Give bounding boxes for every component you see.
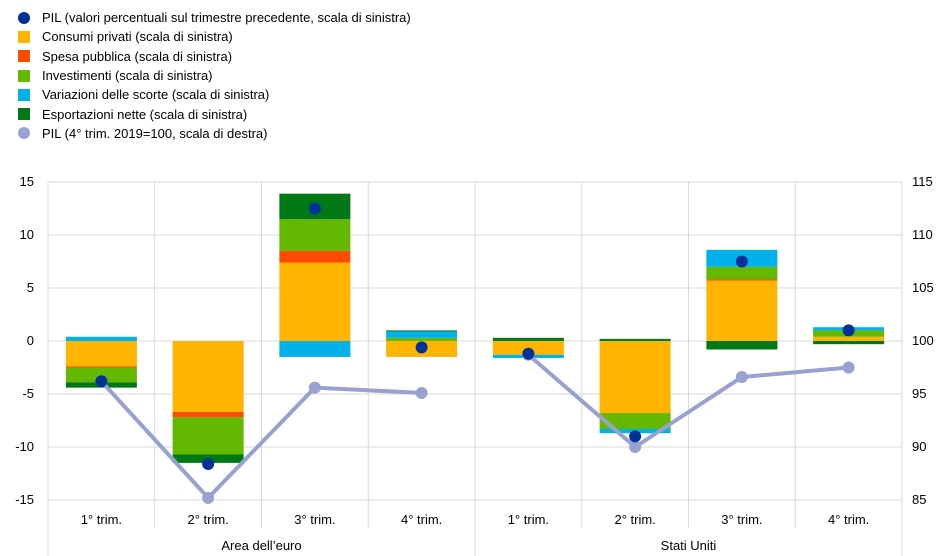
legend-label-inventories: Variazioni delle scorte (scala di sinist… [42, 87, 270, 103]
x-tick-label: 4° trim. [401, 512, 442, 527]
legend-label-gdp-qoq: PIL (valori percentuali sul trimestre pr… [42, 10, 411, 26]
x-tick-label: 1° trim. [508, 512, 549, 527]
legend-swatch-inventories [18, 88, 30, 101]
gdp-index-line [99, 379, 422, 500]
bar-segment [706, 280, 778, 341]
bar-segment [599, 338, 671, 341]
bar-segment [65, 367, 137, 383]
bar-segment [65, 341, 137, 367]
gdp-qoq-point [308, 202, 321, 215]
x-tick-label: 2° trim. [614, 512, 655, 527]
gdp-index-point [842, 361, 855, 374]
gdp-index-point [202, 491, 215, 504]
y-tick-right: 90 [912, 439, 926, 454]
legend-label-private-consumption: Consumi privati (scala di sinistra) [42, 29, 233, 45]
bar-segment [386, 331, 458, 338]
y-tick-left: 5 [27, 280, 34, 295]
legend-marker-gdp-index [18, 127, 30, 140]
y-tick-right: 85 [912, 492, 926, 507]
legend-item-net-exports: Esportazioni nette (scala di sinistra) [18, 104, 411, 123]
legend-item-inventories: Variazioni delle scorte (scala di sinist… [18, 85, 411, 104]
gdp-qoq-point [735, 255, 748, 268]
bar-segment [279, 341, 351, 357]
legend-item-government-spending: Spesa pubblica (scala di sinistra) [18, 47, 411, 66]
gdp-qoq-point [522, 347, 535, 360]
bar-segment [706, 279, 778, 281]
bar-segment [386, 337, 458, 341]
gdp-index-point [629, 441, 642, 453]
group-label: Stati Uniti [661, 538, 717, 553]
gdp-qoq-point [202, 457, 215, 470]
legend-label-net-exports: Esportazioni nette (scala di sinistra) [42, 106, 248, 122]
legend-label-government-spending: Spesa pubblica (scala di sinistra) [42, 48, 233, 64]
legend-swatch-government-spending [18, 50, 30, 63]
gdp-index-line [527, 353, 849, 449]
bar-segment [706, 266, 778, 280]
x-tick-label: 2° trim. [187, 512, 228, 527]
bar-segment [172, 341, 244, 413]
gdp-index-point [735, 371, 748, 384]
y-tick-left: 0 [27, 333, 34, 348]
gdp-index-point [308, 381, 321, 394]
legend-swatch-private-consumption [18, 30, 30, 43]
y-tick-left: 10 [20, 227, 34, 242]
bar-segment [279, 262, 351, 341]
x-tick-label: 4° trim. [828, 512, 869, 527]
bar-segment [492, 337, 564, 341]
gdp-qoq-point [415, 341, 428, 354]
x-tick-label: 3° trim. [721, 512, 762, 527]
y-tick-right: 95 [912, 386, 926, 401]
y-tick-left: -15 [15, 492, 34, 507]
gdp-index-point [415, 386, 428, 399]
legend-marker-gdp-qoq [18, 11, 30, 24]
group-label: Area dell’euro [221, 538, 301, 553]
bar-segment [172, 412, 244, 418]
legend-label-gdp-index: PIL (4° trim. 2019=100, scala di destra) [42, 125, 268, 141]
bar-segment [279, 219, 351, 251]
bar-segment [813, 341, 885, 345]
legend-item-gdp-qoq: PIL (valori percentuali sul trimestre pr… [18, 8, 411, 27]
legend-item-private-consumption: Consumi privati (scala di sinistra) [18, 27, 411, 46]
y-tick-right: 105 [912, 280, 934, 295]
bar-segment [813, 336, 885, 341]
y-tick-left: 15 [20, 174, 34, 189]
y-tick-right: 115 [912, 174, 933, 189]
gdp-qoq-point [629, 430, 642, 443]
legend-swatch-net-exports [18, 108, 30, 121]
legend-swatch-investment [18, 69, 30, 82]
y-tick-right: 100 [912, 333, 934, 348]
gdp-qoq-point [842, 324, 855, 337]
bar-segment [599, 413, 671, 429]
x-tick-label: 3° trim. [294, 512, 335, 527]
gdp-qoq-point [95, 375, 108, 388]
y-tick-left: -10 [15, 439, 34, 454]
legend: PIL (valori percentuali sul trimestre pr… [18, 8, 411, 143]
bar-segment [706, 341, 778, 350]
legend-item-gdp-index: PIL (4° trim. 2019=100, scala di destra) [18, 124, 411, 143]
legend-label-investment: Investimenti (scala di sinistra) [42, 68, 213, 84]
bar-segment [599, 341, 671, 414]
y-tick-right: 110 [912, 227, 933, 242]
bar-segment [279, 250, 351, 263]
y-tick-left: -5 [22, 386, 34, 401]
bar-segment [65, 366, 137, 368]
x-tick-label: 1° trim. [81, 512, 122, 527]
legend-item-investment: Investimenti (scala di sinistra) [18, 66, 411, 85]
bar-segment [65, 336, 137, 341]
bar-segment [172, 417, 244, 455]
bar-segment [386, 330, 458, 332]
